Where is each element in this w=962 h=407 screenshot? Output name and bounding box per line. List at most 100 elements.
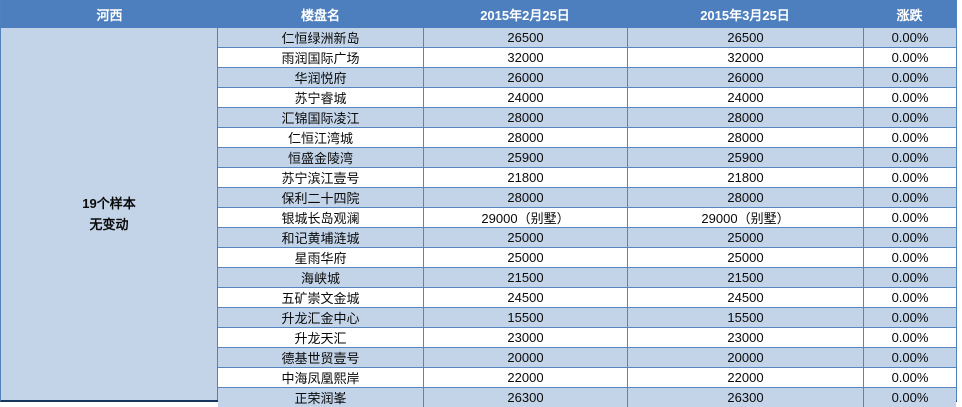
mar-price-cell[interactable]: 20000 bbox=[627, 348, 863, 367]
column-header-change[interactable]: 涨跌 bbox=[896, 7, 923, 23]
feb-price-cell[interactable]: 23000 bbox=[423, 328, 627, 347]
property-name-cell[interactable]: 银城长岛观澜 bbox=[281, 211, 360, 226]
property-name-cell[interactable]: 苏宁滨江壹号 bbox=[281, 171, 360, 186]
sample-count-label: 19个样本 bbox=[82, 196, 136, 211]
change-cell[interactable]: 0.00% bbox=[863, 308, 956, 327]
mar-price-cell[interactable]: 23000 bbox=[627, 328, 863, 347]
property-name-cell[interactable]: 恒盛金陵湾 bbox=[287, 151, 353, 166]
feb-price-cell[interactable]: 28000 bbox=[423, 128, 627, 147]
change-cell[interactable]: 0.00% bbox=[863, 268, 956, 287]
feb-price-cell[interactable]: 26300 bbox=[423, 388, 627, 407]
change-cell[interactable]: 0.00% bbox=[863, 368, 956, 387]
table-row: 五矿崇文金城 24500 24500 0.00% bbox=[218, 287, 956, 307]
mar-price-cell[interactable]: 24500 bbox=[627, 288, 863, 307]
feb-price-cell[interactable]: 26000 bbox=[423, 68, 627, 87]
mar-price-cell[interactable]: 28000 bbox=[627, 108, 863, 127]
property-name-cell[interactable]: 雨润国际广场 bbox=[281, 51, 360, 66]
table-row: 星雨华府 25000 25000 0.00% bbox=[218, 247, 956, 267]
feb-price-cell[interactable]: 21500 bbox=[423, 268, 627, 287]
property-name-cell[interactable]: 华润悦府 bbox=[294, 71, 347, 86]
property-name-cell[interactable]: 仁恒绿洲新岛 bbox=[281, 31, 360, 46]
property-name-cell[interactable]: 汇锦国际凌江 bbox=[281, 111, 360, 126]
mar-price-cell[interactable]: 22000 bbox=[627, 368, 863, 387]
column-header-property-name[interactable]: 楼盘名 bbox=[300, 7, 340, 23]
property-name-cell[interactable]: 升龙天汇 bbox=[294, 331, 347, 346]
region-header-cell[interactable]: 河西 bbox=[96, 7, 123, 23]
feb-price-cell[interactable]: 20000 bbox=[423, 348, 627, 367]
feb-price-cell[interactable]: 24500 bbox=[423, 288, 627, 307]
change-cell[interactable]: 0.00% bbox=[863, 108, 956, 127]
table-row: 恒盛金陵湾 25900 25900 0.00% bbox=[218, 147, 956, 167]
mar-price-cell[interactable]: 28000 bbox=[627, 188, 863, 207]
feb-price-cell[interactable]: 25000 bbox=[423, 248, 627, 267]
property-name-cell[interactable]: 升龙汇金中心 bbox=[281, 311, 360, 326]
feb-price-cell[interactable]: 24000 bbox=[423, 88, 627, 107]
change-cell[interactable]: 0.00% bbox=[863, 128, 956, 147]
table-header-row: 河西 楼盘名 2015年2月25日 2015年3月25日 涨跌 bbox=[1, 0, 956, 28]
no-change-label: 无变动 bbox=[89, 217, 129, 232]
change-cell[interactable]: 0.00% bbox=[863, 208, 956, 227]
mar-price-cell[interactable]: 25900 bbox=[627, 148, 863, 167]
change-cell[interactable]: 0.00% bbox=[863, 188, 956, 207]
feb-price-cell[interactable]: 28000 bbox=[423, 108, 627, 127]
feb-price-cell[interactable]: 26500 bbox=[423, 28, 627, 47]
property-name-cell[interactable]: 五矿崇文金城 bbox=[281, 291, 360, 306]
table-row: 仁恒江湾城 28000 28000 0.00% bbox=[218, 127, 956, 147]
mar-price-cell[interactable]: 26500 bbox=[627, 28, 863, 47]
feb-price-cell[interactable]: 25000 bbox=[423, 228, 627, 247]
property-name-cell[interactable]: 中海凤凰熙岸 bbox=[281, 371, 360, 386]
table-row: 仁恒绿洲新岛 26500 26500 0.00% bbox=[218, 28, 956, 47]
change-cell[interactable]: 0.00% bbox=[863, 328, 956, 347]
change-cell[interactable]: 0.00% bbox=[863, 388, 956, 407]
property-name-cell[interactable]: 德基世贸壹号 bbox=[281, 351, 360, 366]
table-row: 海峡城 21500 21500 0.00% bbox=[218, 267, 956, 287]
property-name-cell[interactable]: 仁恒江湾城 bbox=[287, 131, 353, 146]
change-cell[interactable]: 0.00% bbox=[863, 348, 956, 367]
property-name-cell[interactable]: 和记黄埔涟城 bbox=[281, 231, 360, 246]
feb-price-cell[interactable]: 21800 bbox=[423, 168, 627, 187]
feb-price-cell[interactable]: 22000 bbox=[423, 368, 627, 387]
column-header-mar-date[interactable]: 2015年3月25日 bbox=[700, 7, 790, 23]
table-row: 升龙汇金中心 15500 15500 0.00% bbox=[218, 307, 956, 327]
feb-price-cell[interactable]: 15500 bbox=[423, 308, 627, 327]
mar-price-cell[interactable]: 21800 bbox=[627, 168, 863, 187]
property-name-cell[interactable]: 保利二十四院 bbox=[281, 191, 360, 206]
feb-price-cell[interactable]: 29000（别墅） bbox=[423, 208, 627, 227]
mar-price-cell[interactable]: 25000 bbox=[627, 248, 863, 267]
mar-price-cell[interactable]: 15500 bbox=[627, 308, 863, 327]
property-name-cell[interactable]: 正荣润峯 bbox=[294, 391, 347, 406]
feb-price-cell[interactable]: 25900 bbox=[423, 148, 627, 167]
mar-price-cell[interactable]: 32000 bbox=[627, 48, 863, 67]
change-cell[interactable]: 0.00% bbox=[863, 228, 956, 247]
mar-price-cell[interactable]: 29000（别墅） bbox=[627, 208, 863, 227]
table-row: 苏宁滨江壹号 21800 21800 0.00% bbox=[218, 167, 956, 187]
property-name-cell[interactable]: 苏宁睿城 bbox=[294, 91, 347, 106]
change-cell[interactable]: 0.00% bbox=[863, 68, 956, 87]
change-cell[interactable]: 0.00% bbox=[863, 88, 956, 107]
mar-price-cell[interactable]: 26000 bbox=[627, 68, 863, 87]
mar-price-cell[interactable]: 28000 bbox=[627, 128, 863, 147]
table-row: 汇锦国际凌江 28000 28000 0.00% bbox=[218, 107, 956, 127]
table-row: 升龙天汇 23000 23000 0.00% bbox=[218, 327, 956, 347]
table-row: 保利二十四院 28000 28000 0.00% bbox=[218, 187, 956, 207]
property-name-cell[interactable]: 星雨华府 bbox=[294, 251, 347, 266]
table-row: 银城长岛观澜 29000（别墅） 29000（别墅） 0.00% bbox=[218, 207, 956, 227]
mar-price-cell[interactable]: 21500 bbox=[627, 268, 863, 287]
change-cell[interactable]: 0.00% bbox=[863, 168, 956, 187]
table-row: 正荣润峯 26300 26300 0.00% bbox=[218, 387, 956, 407]
mar-price-cell[interactable]: 24000 bbox=[627, 88, 863, 107]
change-cell[interactable]: 0.00% bbox=[863, 248, 956, 267]
region-summary-cell[interactable]: 19个样本 无变动 bbox=[1, 28, 218, 400]
mar-price-cell[interactable]: 26300 bbox=[627, 388, 863, 407]
change-cell[interactable]: 0.00% bbox=[863, 28, 956, 47]
mar-price-cell[interactable]: 25000 bbox=[627, 228, 863, 247]
feb-price-cell[interactable]: 28000 bbox=[423, 188, 627, 207]
change-cell[interactable]: 0.00% bbox=[863, 48, 956, 67]
change-cell[interactable]: 0.00% bbox=[863, 148, 956, 167]
column-header-feb-date[interactable]: 2015年2月25日 bbox=[480, 7, 570, 23]
change-cell[interactable]: 0.00% bbox=[863, 288, 956, 307]
property-name-cell[interactable]: 海峡城 bbox=[300, 271, 340, 286]
feb-price-cell[interactable]: 32000 bbox=[423, 48, 627, 67]
table-row: 中海凤凰熙岸 22000 22000 0.00% bbox=[218, 367, 956, 387]
